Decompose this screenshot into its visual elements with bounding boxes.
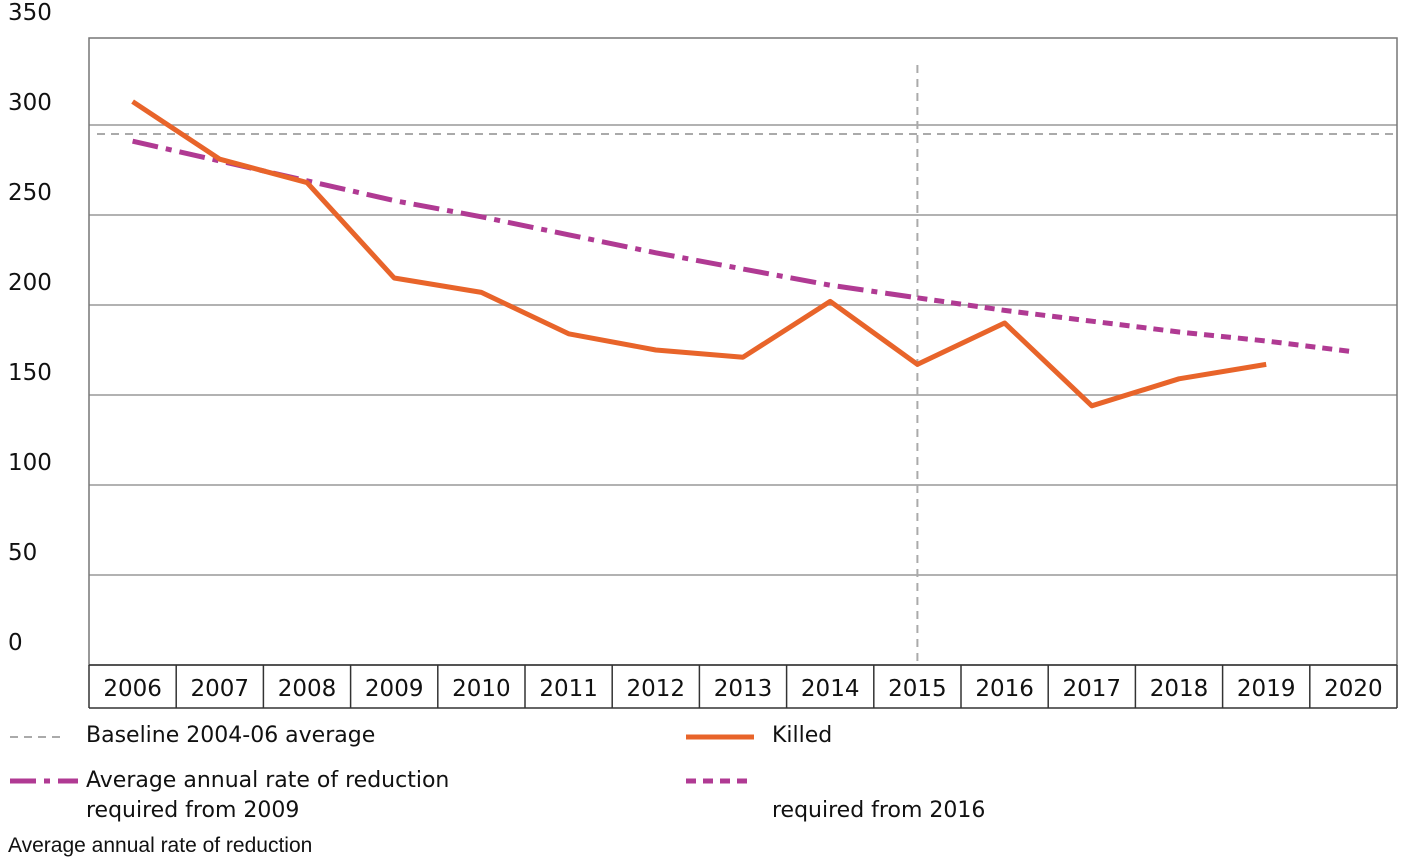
x-tick-label: 2007 — [191, 676, 250, 702]
x-tick-label: 2006 — [103, 676, 162, 702]
x-tick-label: 2013 — [714, 676, 773, 702]
x-tick-label: 2015 — [888, 676, 947, 702]
x-tick-label: 2012 — [627, 676, 686, 702]
y-tick-label: 300 — [8, 90, 52, 116]
x-tick-label: 2011 — [539, 676, 598, 702]
y-tick-label: 50 — [8, 540, 37, 566]
series-line — [132, 138, 918, 301]
footnote: Average annual rate of reduction — [8, 834, 313, 857]
legend-text: Baseline 2004-06 average — [86, 723, 376, 748]
y-tick-label: 150 — [8, 360, 52, 386]
x-tick-label: 2014 — [801, 676, 860, 702]
series-line — [917, 295, 1354, 355]
y-tick-label: 250 — [8, 180, 52, 206]
series-line — [131, 99, 1267, 409]
x-tick-label: 2016 — [975, 676, 1034, 702]
y-tick-label: 0 — [8, 630, 23, 656]
y-tick-label: 200 — [8, 270, 52, 296]
legend-text: Average annual rate of reduction require… — [86, 768, 450, 823]
y-tick-label: 100 — [8, 450, 52, 476]
x-tick-label: 2019 — [1237, 676, 1296, 702]
legend-text: required from 2016 — [772, 798, 986, 823]
y-tick-label: 350 — [8, 0, 52, 26]
x-tick-label: 2017 — [1063, 676, 1122, 702]
x-tick-label: 2010 — [452, 676, 511, 702]
x-tick-label: 2018 — [1150, 676, 1209, 702]
legend-text: Killed — [772, 723, 833, 748]
plot-frame — [88, 37, 1398, 666]
x-tick-label: 2009 — [365, 676, 424, 702]
x-tick-label: 2008 — [278, 676, 337, 702]
x-tick-label: 2020 — [1324, 676, 1383, 702]
